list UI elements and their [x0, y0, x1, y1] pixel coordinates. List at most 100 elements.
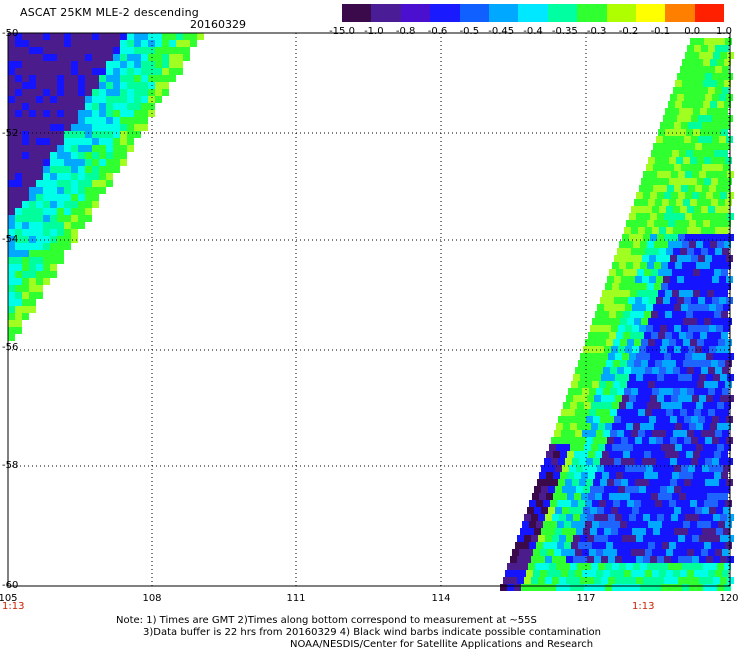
lat-label: -56 [2, 342, 19, 353]
swath-cell [15, 236, 22, 243]
swath-cell [50, 117, 57, 124]
swath-cell [641, 521, 648, 528]
swath-cell [655, 199, 662, 206]
swath-cell [649, 276, 656, 283]
swath-cell [676, 157, 683, 164]
swath-cell [8, 33, 15, 40]
swath-cell [627, 339, 634, 346]
swath-cell [127, 82, 134, 89]
swath-cell [64, 124, 71, 131]
swath-cell [106, 110, 113, 117]
swath-cell [691, 297, 698, 304]
swath-cell [722, 549, 729, 556]
swath-cell [687, 430, 694, 437]
swath-cell [22, 40, 29, 47]
swath-cell [521, 563, 528, 570]
swath-cell [148, 103, 155, 110]
swath-cell [8, 201, 15, 208]
swath-cell [617, 570, 624, 577]
swath-cell [592, 521, 599, 528]
swath-cell [15, 327, 22, 334]
swath-cell [580, 374, 587, 381]
swath-cell [43, 215, 50, 222]
swath-cell [36, 75, 43, 82]
swath-cell [659, 549, 666, 556]
swath-cell [709, 122, 716, 129]
swath-cell [716, 143, 723, 150]
swath-cell [724, 283, 731, 290]
swath-cell [8, 257, 15, 264]
swath-cell [674, 486, 681, 493]
swath-cell [540, 549, 547, 556]
swath-cell [717, 80, 724, 87]
swath-cell [127, 124, 134, 131]
swath-cell [582, 549, 589, 556]
swath-cell [707, 311, 714, 318]
swath-cell [106, 103, 113, 110]
swath-cell [78, 215, 85, 222]
swath-cell [633, 220, 640, 227]
swath-cell [611, 507, 618, 514]
swath-cell [695, 304, 702, 311]
swath-cell [22, 152, 29, 159]
swath-cell [630, 451, 637, 458]
swath-cell [641, 178, 648, 185]
swath-cell [626, 563, 633, 570]
swath-cell [106, 75, 113, 82]
swath-cell [636, 374, 643, 381]
swath-cell [664, 171, 671, 178]
swath-cell [604, 346, 611, 353]
swath-cell [555, 486, 562, 493]
swath-cell [698, 94, 705, 101]
swath-cell [617, 549, 624, 556]
swath-cell [57, 152, 64, 159]
swath-cell [624, 227, 631, 234]
swath-cell [564, 500, 571, 507]
swath-cell [655, 521, 662, 528]
swath-cell [718, 360, 725, 367]
swath-cell [665, 472, 672, 479]
swath-cell [92, 110, 99, 117]
swath-cell [626, 283, 633, 290]
swath-cell [8, 243, 15, 250]
swath-cell [723, 507, 730, 514]
swath-cell [715, 388, 722, 395]
swath-cell [50, 47, 57, 54]
swath-cell [624, 549, 631, 556]
swath-cell [717, 423, 724, 430]
swath-cell [719, 276, 726, 283]
swath-cell [581, 451, 588, 458]
swath-cell [522, 521, 529, 528]
swath-cell [620, 500, 627, 507]
swath-cell [590, 528, 597, 535]
swath-cell [705, 416, 712, 423]
swath-cell [625, 507, 632, 514]
swath-cell [667, 304, 674, 311]
swath-cell [36, 138, 43, 145]
swath-cell [99, 138, 106, 145]
swath-cell [43, 82, 50, 89]
swath-cell [687, 367, 694, 374]
swath-cell [36, 236, 43, 243]
swath-cell [692, 374, 699, 381]
swath-cell [36, 68, 43, 75]
swath-cell [701, 409, 708, 416]
swath-cell [640, 423, 647, 430]
swath-cell [624, 409, 631, 416]
swath-cell [617, 409, 624, 416]
swath-cell [635, 416, 642, 423]
swath-cell [629, 577, 636, 584]
swath-cell [685, 234, 692, 241]
swath-cell [85, 103, 92, 110]
swath-cell [650, 556, 657, 563]
swath-cell [667, 164, 674, 171]
swath-cell [668, 584, 675, 591]
swath-cell [644, 269, 651, 276]
swath-cell [642, 416, 649, 423]
swath-cell [22, 299, 29, 306]
swath-cell [685, 353, 692, 360]
swath-cell [650, 577, 657, 584]
swath-cell [57, 61, 64, 68]
swath-cell [43, 145, 50, 152]
swath-cell [64, 54, 71, 61]
